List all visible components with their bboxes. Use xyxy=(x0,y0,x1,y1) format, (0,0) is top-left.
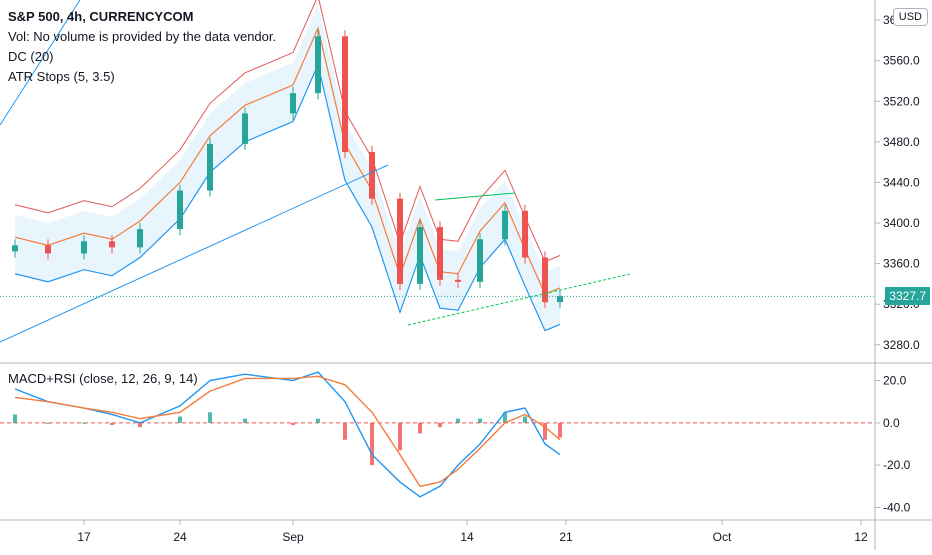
price-tick-label: 3560.0 xyxy=(883,54,920,68)
candle-body xyxy=(522,210,528,258)
candle-body xyxy=(477,239,483,282)
macd-line xyxy=(14,371,561,498)
macd-histogram-bar xyxy=(370,422,374,466)
candle-body xyxy=(290,93,296,114)
candle-body xyxy=(502,210,508,240)
candle-body xyxy=(369,151,375,199)
time-tick-label: Oct xyxy=(713,530,732,544)
time-tick-label: 21 xyxy=(559,530,573,544)
macd-histogram-bar xyxy=(138,422,142,428)
atr-indicator: ATR Stops (5, 3.5) xyxy=(8,69,115,84)
dc-indicator: DC (20) xyxy=(8,49,54,64)
macd-histogram-bar xyxy=(418,422,422,434)
candle-body xyxy=(12,245,18,252)
macd-histogram-bar xyxy=(456,418,460,423)
macd-histogram-bar xyxy=(13,414,17,423)
macd-histogram-bar xyxy=(523,416,527,423)
macd-histogram-bar xyxy=(398,422,402,451)
candle-body xyxy=(557,296,563,303)
price-tick-label: 3400.0 xyxy=(883,216,920,230)
price-tick-label: 3520.0 xyxy=(883,94,920,108)
candle-body xyxy=(437,227,443,280)
candle-body xyxy=(177,190,183,230)
legend-dc: DC (20) xyxy=(8,48,54,65)
macd-histogram-bar xyxy=(543,422,547,440)
atr-stop-line xyxy=(14,62,561,332)
macd-histogram-bar xyxy=(291,422,295,425)
candle-body xyxy=(242,113,248,144)
time-tick-label: 14 xyxy=(460,530,474,544)
macd-histogram-bar xyxy=(243,418,247,423)
candle-body xyxy=(455,279,461,282)
candle-body xyxy=(417,227,423,284)
last-price-label: 3327.7 xyxy=(885,287,930,306)
candle-body xyxy=(397,198,403,284)
price-tick-label: 3280.0 xyxy=(883,338,920,352)
candle-body xyxy=(45,245,51,254)
time-tick-label: 12 xyxy=(854,530,868,544)
legend-atr: ATR Stops (5, 3.5) xyxy=(8,68,115,85)
macd-histogram-bar xyxy=(343,422,347,440)
macd-histogram-bar xyxy=(478,418,482,423)
osc-tick-label: -20.0 xyxy=(883,458,911,472)
macd-histogram-bar xyxy=(208,412,212,423)
price-tick-label: 3360.0 xyxy=(883,257,920,271)
osc-tick-label: 20.0 xyxy=(883,374,907,388)
candle-body xyxy=(542,257,548,303)
macd-histogram-bar xyxy=(558,422,562,438)
osc-tick-label: -40.0 xyxy=(883,500,911,514)
macd-histogram-bar xyxy=(46,422,50,424)
trendline-green-upper xyxy=(434,192,516,201)
macd-histogram-bar xyxy=(110,422,114,425)
candle-body xyxy=(342,36,348,152)
candle-body xyxy=(207,143,213,191)
trendline-top xyxy=(0,0,81,126)
legend-macd: MACD+RSI (close, 12, 26, 9, 14) xyxy=(8,370,198,387)
currency-button[interactable]: USD xyxy=(892,8,928,26)
atr-band-fill xyxy=(15,5,560,331)
legend-symbol: S&P 500, 4h, CURRENCYCOM xyxy=(8,8,193,25)
macd-histogram-bar xyxy=(316,418,320,423)
legend-volume: Vol: No volume is provided by the data v… xyxy=(8,28,276,45)
macd-histogram-bar xyxy=(438,422,442,428)
volume-note: Vol: No volume is provided by the data v… xyxy=(8,29,277,44)
macd-histogram-bar xyxy=(503,412,507,423)
trendline-green-lower xyxy=(407,273,631,326)
candle-body xyxy=(81,241,87,254)
trendline-support xyxy=(0,164,389,343)
price-tick-label: 3440.0 xyxy=(883,175,920,189)
macd-histogram-bar xyxy=(82,422,86,424)
candle-body xyxy=(315,36,321,94)
time-tick-label: 24 xyxy=(173,530,187,544)
candle-body xyxy=(137,229,143,248)
time-tick-label: 17 xyxy=(77,530,91,544)
time-tick-label: Sep xyxy=(282,530,304,544)
osc-tick-label: 0.0 xyxy=(883,416,900,430)
macd-indicator: MACD+RSI (close, 12, 26, 9, 14) xyxy=(8,371,198,386)
candle-body xyxy=(109,241,115,248)
signal-line xyxy=(14,375,561,488)
price-tick-label: 3480.0 xyxy=(883,135,920,149)
macd-histogram-bar xyxy=(178,416,182,423)
symbol-title: S&P 500, 4h, CURRENCYCOM xyxy=(8,9,194,24)
